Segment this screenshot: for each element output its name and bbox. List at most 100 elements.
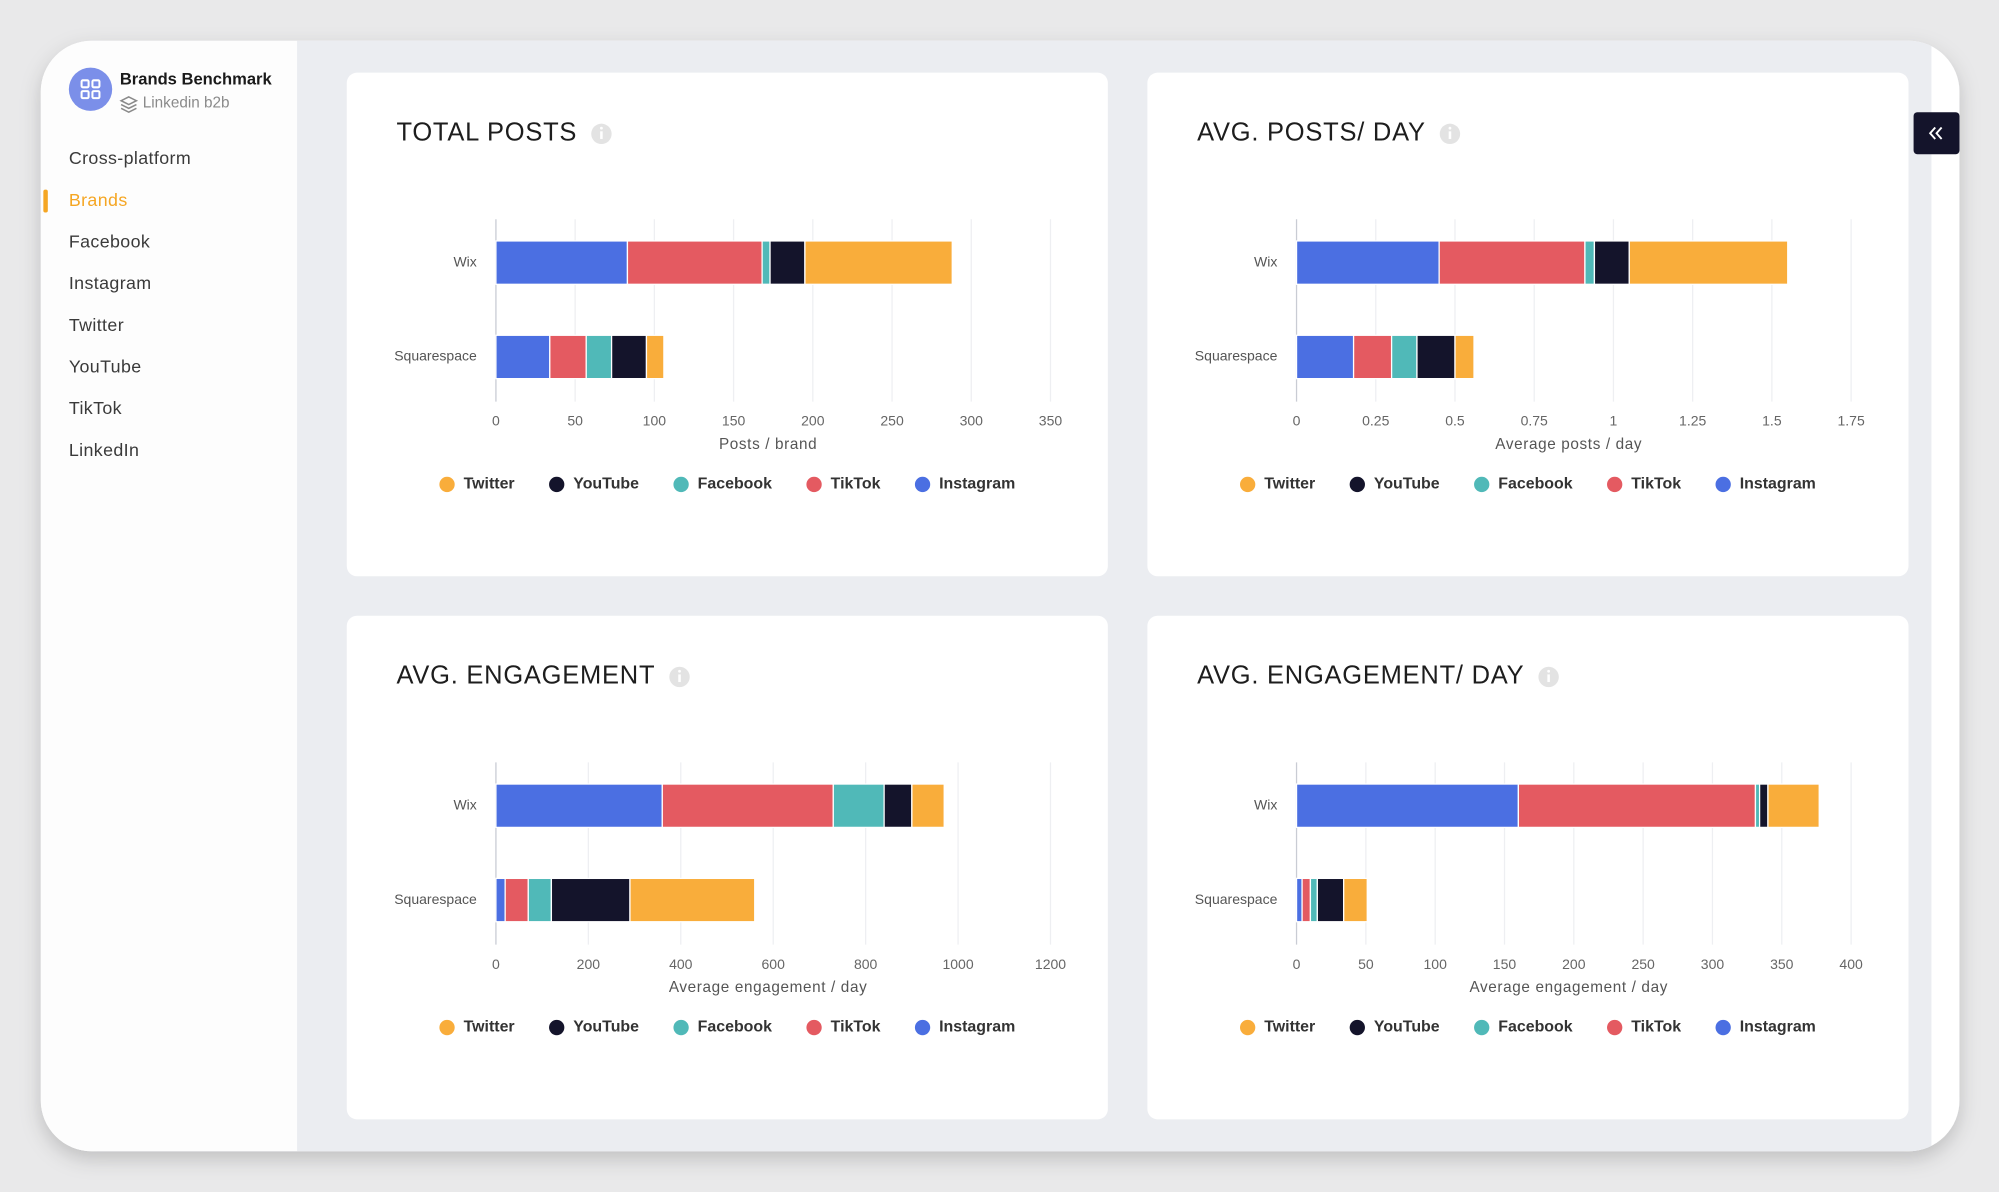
nav-item[interactable]: LinkedIn [69, 440, 139, 460]
legend-marker[interactable] [549, 1019, 565, 1036]
x-tick-label: 0 [1293, 413, 1301, 429]
x-tick-label: 350 [1039, 413, 1063, 429]
legend-marker[interactable] [439, 1019, 455, 1036]
legend-label[interactable]: TikTok [1631, 1019, 1681, 1036]
chart-title: AVG. POSTS/ DAY [1197, 119, 1426, 147]
legend-label[interactable]: Facebook [1498, 476, 1572, 493]
legend-marker[interactable] [1349, 476, 1365, 493]
info-icon-dot [600, 126, 603, 130]
legend-label[interactable]: Facebook [1498, 1019, 1572, 1036]
legend-marker[interactable] [806, 1019, 822, 1036]
bar-segment [629, 877, 756, 923]
legend-marker[interactable] [1607, 1019, 1623, 1036]
bar-segment [495, 240, 629, 285]
bar-segment [1628, 240, 1789, 285]
legend-label[interactable]: YouTube [1374, 1019, 1440, 1036]
chart-card: AVG. ENGAGEMENT 0 200 400 600 800 1000 1200 Aver… [346, 615, 1108, 1120]
x-tick-label: 0 [492, 413, 500, 429]
legend-label[interactable]: TikTok [831, 476, 881, 493]
legend-label[interactable]: Twitter [1264, 1019, 1315, 1036]
nav-item[interactable]: YouTube [69, 357, 142, 377]
legend-marker[interactable] [549, 476, 565, 493]
bar-segment [504, 877, 529, 923]
bar-segment [1758, 783, 1769, 829]
legend-marker[interactable] [1349, 1019, 1365, 1036]
chart-card: AVG. ENGAGEMENT/ DAY 0 50 100 150 200 250 300 35… [1147, 615, 1909, 1120]
legend-marker[interactable] [673, 1019, 689, 1036]
legend-label[interactable]: Facebook [698, 1019, 772, 1036]
workspace-subtitle: Linkedin b2b [143, 94, 230, 111]
bar-segment [495, 783, 663, 829]
legend-label[interactable]: Instagram [939, 1019, 1015, 1036]
category-label: Squarespace [1195, 891, 1278, 907]
legend-label[interactable]: Twitter [1264, 476, 1315, 493]
legend-marker[interactable] [1607, 476, 1623, 493]
legend-marker[interactable] [1474, 476, 1490, 493]
legend-marker[interactable] [1240, 1019, 1256, 1036]
category-label: Wix [453, 796, 476, 812]
collapse-button[interactable] [1913, 112, 1960, 155]
category-label: Wix [1254, 796, 1277, 812]
x-tick-label: 1.75 [1837, 413, 1864, 429]
legend-marker[interactable] [1240, 476, 1256, 493]
legend-label[interactable]: Twitter [464, 1019, 515, 1036]
bar-segment [626, 240, 763, 285]
collapse-icon[interactable] [1928, 126, 1943, 140]
x-tick-label: 0 [492, 956, 500, 972]
bar-segment [1316, 877, 1345, 923]
legend-label[interactable]: TikTok [1631, 476, 1681, 493]
legend-label[interactable]: YouTube [1374, 476, 1440, 493]
bar-segment [1295, 240, 1440, 285]
legend-marker[interactable] [673, 476, 689, 493]
legend-label[interactable]: Facebook [698, 476, 772, 493]
legend-label[interactable]: YouTube [573, 476, 639, 493]
legend-marker[interactable] [1715, 476, 1731, 493]
info-icon-stem [1547, 674, 1550, 683]
x-tick-label: 0.75 [1521, 413, 1548, 429]
nav-item[interactable]: Twitter [69, 315, 124, 335]
x-axis-label: Average posts / day [1495, 436, 1642, 453]
avatar-icon [80, 79, 101, 100]
legend-label[interactable]: Twitter [464, 476, 515, 493]
category-label: Squarespace [394, 348, 477, 364]
bar-segment [911, 783, 945, 829]
legend-label[interactable]: YouTube [573, 1019, 639, 1036]
nav-item[interactable]: Brands [69, 190, 128, 210]
x-tick-label: 100 [643, 413, 667, 429]
x-tick-label: 300 [1701, 956, 1725, 972]
legend-marker[interactable] [914, 1019, 931, 1036]
bar-segment [1295, 334, 1355, 380]
x-tick-label: 0.5 [1445, 413, 1465, 429]
bar-segment [610, 334, 648, 380]
x-tick-label: 300 [960, 413, 984, 429]
bar-segment [1438, 240, 1586, 285]
legend-marker[interactable] [806, 476, 822, 493]
x-axis-label: Average engagement / day [669, 979, 868, 996]
legend-label[interactable]: TikTok [831, 1019, 881, 1036]
x-tick-label: 0 [1293, 956, 1301, 972]
nav-item[interactable]: TikTok [69, 398, 122, 418]
legend-label[interactable]: Instagram [939, 476, 1015, 493]
nav-item[interactable]: Facebook [69, 231, 150, 251]
x-tick-label: 400 [669, 956, 693, 972]
x-tick-label: 1000 [942, 956, 973, 972]
bar-segment [1301, 877, 1312, 923]
nav-item[interactable]: Cross-platform [69, 148, 191, 168]
chart-card: AVG. POSTS/ DAY 0 0.25 0.5 0.75 1 1.25 1.5 1.75 A… [1147, 72, 1909, 577]
category-label: Wix [453, 253, 476, 269]
legend-label[interactable]: Instagram [1740, 476, 1816, 493]
x-tick-label: 200 [577, 956, 601, 972]
legend-marker[interactable] [914, 476, 931, 493]
nav-item[interactable]: Instagram [69, 273, 152, 293]
bar-segment [832, 783, 885, 829]
legend-marker[interactable] [439, 476, 455, 493]
card-bg [1147, 72, 1909, 577]
bar-segment [495, 334, 551, 380]
x-tick-label: 1.25 [1679, 413, 1706, 429]
bar-segment [1295, 877, 1303, 923]
legend-label[interactable]: Instagram [1740, 1019, 1816, 1036]
bar-segment [1584, 240, 1596, 285]
legend-marker[interactable] [1474, 1019, 1490, 1036]
legend-marker[interactable] [1715, 1019, 1731, 1036]
